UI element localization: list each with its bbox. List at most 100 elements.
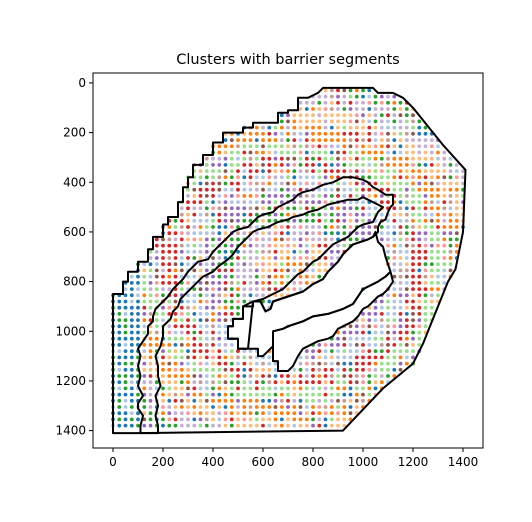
spot-699 (317, 212, 322, 217)
spot-503 (236, 187, 240, 192)
spot-1521 (379, 336, 384, 341)
spot-1719 (223, 367, 228, 372)
spot-139 (254, 131, 259, 136)
spot-1518 (361, 336, 365, 341)
spot-1748 (123, 374, 128, 378)
spot-638 (223, 206, 228, 211)
spot-762 (411, 218, 415, 223)
spot-921 (198, 243, 203, 248)
spot-1992 (273, 405, 278, 409)
spot-22 (298, 100, 303, 105)
spot-1029 (311, 256, 315, 260)
spot-457 (229, 181, 234, 186)
spot-1895 (198, 392, 203, 397)
spot-1953 (292, 398, 297, 403)
spot-2021 (198, 411, 203, 416)
outer-barrier (112, 86, 467, 435)
spot-551 (254, 194, 259, 198)
spot-1393 (117, 318, 122, 322)
spot-2029 (248, 411, 253, 416)
spot-677 (179, 212, 184, 217)
spot-222 (329, 144, 334, 149)
spot-257 (317, 150, 322, 155)
spot-904 (398, 237, 403, 242)
spot-1164 (411, 274, 415, 279)
spot-680 (198, 212, 203, 217)
spot-1048 (148, 262, 153, 267)
spot-2121 (329, 423, 334, 428)
spot-1426 (117, 324, 122, 329)
spot-344 (354, 163, 359, 167)
spot-679 (192, 212, 197, 217)
spot-1812 (236, 380, 240, 385)
spot-307 (386, 156, 390, 161)
spot-930 (254, 243, 259, 248)
spot-320 (204, 163, 209, 167)
spot-1103 (223, 268, 228, 273)
spot-1808 (211, 380, 215, 385)
spot-1560 (386, 343, 390, 347)
spot-1350 (379, 305, 384, 310)
spot-645 (267, 206, 272, 211)
spot-2055 (161, 417, 165, 422)
spot-375 (279, 169, 284, 174)
spot-1906 (267, 392, 272, 397)
spot-1543 (204, 343, 209, 347)
spot-1014 (217, 256, 222, 260)
spot-1394 (123, 318, 128, 322)
spot-856 (392, 231, 397, 236)
spot-2067 (236, 417, 240, 422)
spot-369 (242, 169, 247, 174)
spot-164 (411, 131, 415, 136)
spot-1300 (173, 299, 178, 304)
spot-1281 (386, 293, 390, 298)
spot-884 (261, 237, 265, 242)
spot-1499 (148, 336, 153, 341)
spot-298 (329, 156, 334, 161)
spot-199 (417, 138, 422, 143)
spot-1314 (267, 299, 272, 304)
spot-773 (173, 225, 178, 229)
spot-618 (386, 200, 390, 205)
spot-1167 (429, 274, 434, 279)
spot-303 (361, 156, 365, 161)
spot-176 (273, 138, 278, 143)
spot-424 (304, 175, 309, 180)
spot-1334 (161, 305, 165, 310)
spot-1157 (298, 274, 303, 279)
spot-477 (354, 181, 359, 186)
spot-692 (273, 212, 278, 217)
spot-1547 (229, 343, 234, 347)
spot-1295 (142, 299, 147, 304)
spot-1854 (217, 386, 222, 391)
spot-657 (342, 206, 347, 211)
spot-1821 (292, 380, 297, 385)
spot-1379 (236, 312, 240, 316)
spot-355 (423, 163, 428, 167)
spot-245 (242, 150, 247, 155)
spot-76 (386, 113, 390, 118)
spot-1178 (167, 281, 172, 285)
spot-1687 (329, 361, 334, 366)
spot-1378 (229, 312, 234, 316)
spot-826 (198, 231, 203, 236)
spot-1208 (429, 281, 434, 285)
spot-108 (267, 125, 272, 130)
spot-939 (311, 243, 315, 248)
spot-392 (386, 169, 390, 174)
spot-715 (417, 212, 422, 217)
spot-838 (273, 231, 278, 236)
spot-926 (229, 243, 234, 248)
spot-384 (336, 169, 340, 174)
spot-1196 (279, 281, 284, 285)
spot-852 (361, 231, 365, 236)
spot-919 (186, 243, 190, 248)
spot-83 (292, 119, 297, 124)
spot-776 (192, 225, 197, 229)
spot-338 (317, 163, 322, 167)
spot-574 (398, 194, 403, 198)
spot-977 (261, 249, 265, 254)
spot-433 (361, 175, 365, 180)
spot-1027 (298, 256, 303, 260)
spot-17 (367, 94, 372, 99)
